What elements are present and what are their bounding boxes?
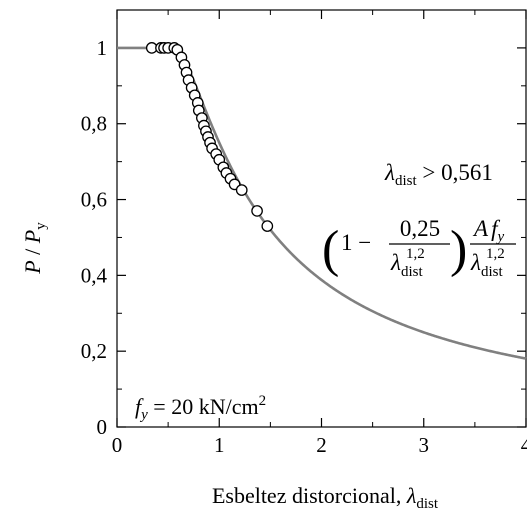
x-tick-label: 4 (521, 433, 527, 457)
strength-curve (117, 46, 527, 360)
condition-annotation: λdist > 0,561 (384, 160, 493, 189)
formula-denominator-2-exponent: 1,2 (486, 246, 505, 262)
y-tick-label: 0,2 (81, 339, 107, 363)
fy-annotation: fy = 20 kN/cm2 (135, 393, 266, 423)
data-point (251, 205, 263, 217)
formula-one-minus: 1 − (341, 230, 371, 255)
plot-frame (116, 9, 527, 428)
y-tick-label: 0,8 (81, 112, 107, 136)
y-tick-label: 0,4 (81, 263, 108, 287)
x-tick-label: 3 (419, 433, 430, 457)
x-tick-label: 2 (316, 433, 327, 457)
formula-left-paren: ( (322, 221, 339, 278)
formula-numerator: 0,25 (400, 216, 440, 241)
x-tick-label: 1 (214, 433, 225, 457)
y-tick-label: 0 (97, 415, 108, 439)
axis-ticks (116, 9, 527, 428)
formula-denominator-2: λdist (470, 250, 503, 280)
y-tick-label: 0,6 (81, 188, 107, 212)
data-point (261, 220, 274, 232)
data-point (235, 184, 248, 196)
formula-denominator: λdist (390, 250, 423, 280)
formula-right-paren: ) (450, 221, 467, 278)
x-tick-label: 0 (112, 433, 123, 457)
x-axis-label: Esbeltez distorcional, λdist (212, 483, 439, 512)
y-tick-label: 1 (97, 36, 108, 60)
formula-denominator-exponent: 1,2 (406, 246, 425, 262)
data-points (145, 42, 274, 232)
y-axis-label: P / Py (20, 222, 49, 275)
axis-tick-labels: 0 1 2 3 4 0 0,2 0,4 0,6 0,8 1 (81, 36, 527, 457)
